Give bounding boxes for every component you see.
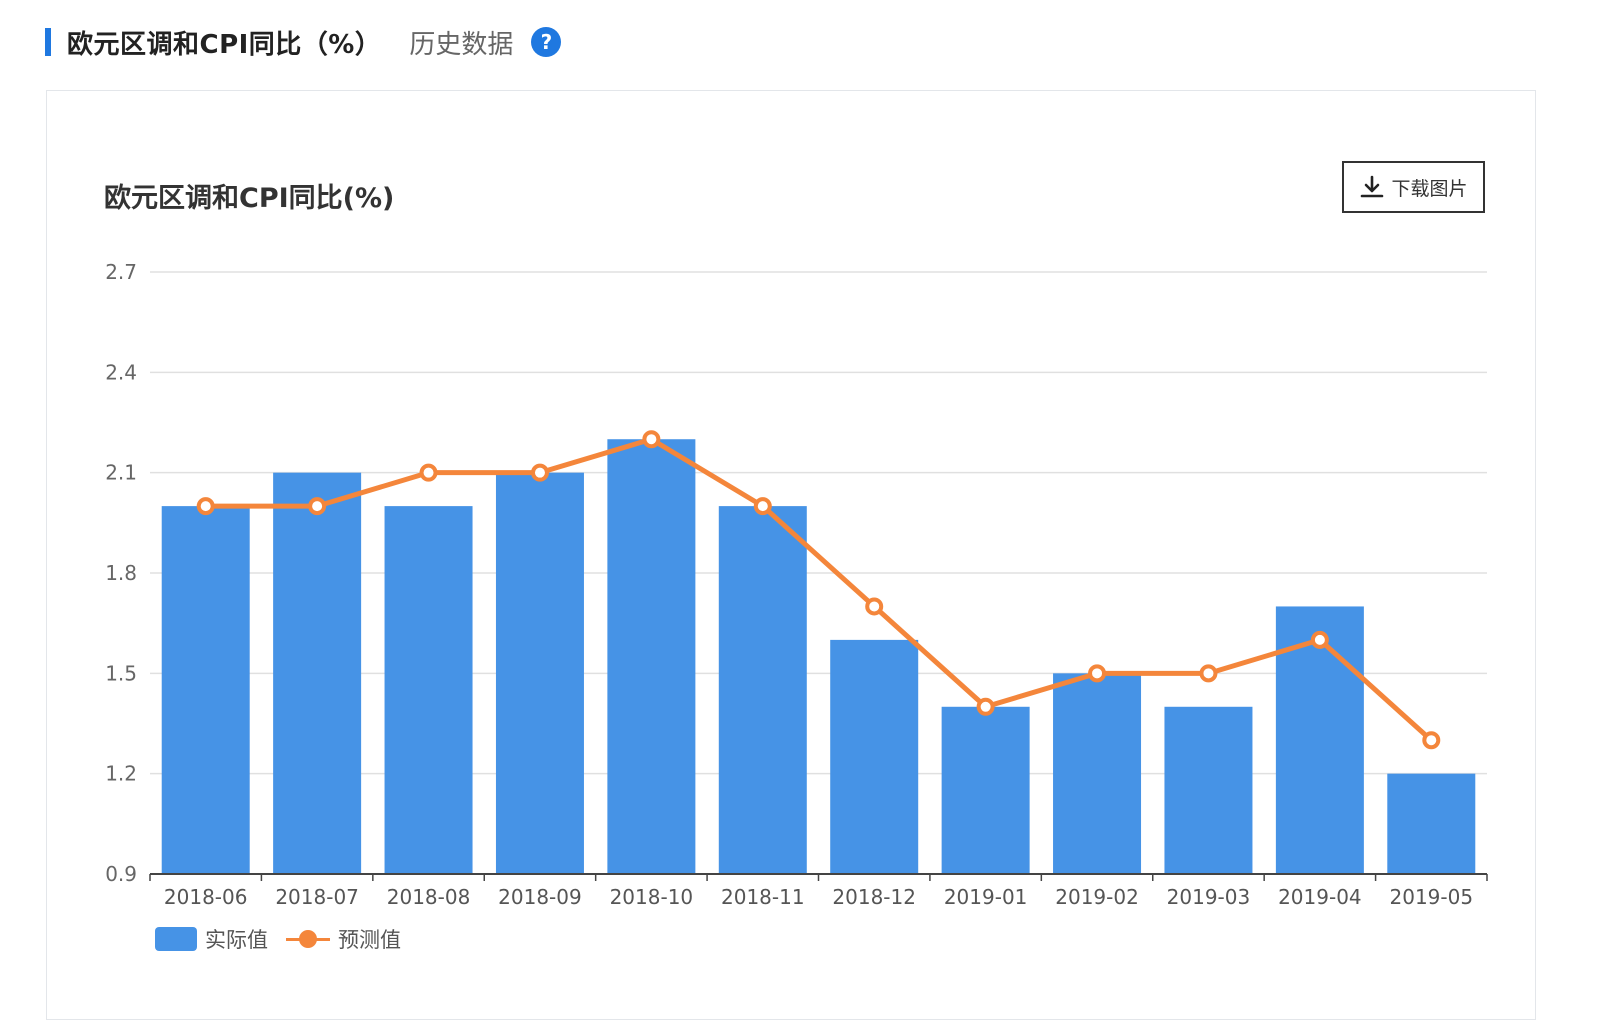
x-tick-label: 2019-01 xyxy=(944,885,1028,909)
legend-bar-swatch xyxy=(155,927,197,951)
forecast-point-2018-08 xyxy=(419,463,438,482)
x-tick-label: 2018-09 xyxy=(498,885,582,909)
legend-item-actual[interactable]: 实际值 xyxy=(155,924,268,954)
bar-2019-03 xyxy=(1164,706,1253,874)
y-tick-label: 2.7 xyxy=(105,260,137,284)
forecast-point-2019-03 xyxy=(1199,664,1218,683)
forecast-line xyxy=(205,436,1433,743)
legend-label-actual: 实际值 xyxy=(205,928,268,952)
x-tick-label: 2019-02 xyxy=(1055,885,1139,909)
bar-2018-10 xyxy=(607,439,696,874)
question-circle-icon[interactable]: ? xyxy=(531,27,562,57)
legend-line-swatch xyxy=(286,927,330,951)
x-tick-label: 2018-12 xyxy=(832,885,916,909)
bar-2018-07 xyxy=(273,472,362,874)
bar-2019-05 xyxy=(1387,773,1476,874)
legend-item-forecast[interactable]: 预测值 xyxy=(286,924,401,954)
bar-2018-11 xyxy=(718,506,807,874)
forecast-point-2018-09 xyxy=(530,463,549,482)
forecast-point-2019-01 xyxy=(976,697,995,716)
y-tick-label: 1.2 xyxy=(105,762,137,786)
x-tick-label: 2018-10 xyxy=(610,885,694,909)
y-tick-label: 2.4 xyxy=(105,360,137,384)
x-tick-label: 2018-11 xyxy=(721,885,805,909)
bar-2019-01 xyxy=(941,706,1030,874)
forecast-point-2018-10 xyxy=(642,430,661,449)
forecast-point-2019-04 xyxy=(1310,630,1329,649)
bar-2018-09 xyxy=(495,472,584,874)
y-tick-label: 1.8 xyxy=(105,561,137,585)
y-tick-label: 2.1 xyxy=(105,461,137,485)
section-header: 欧元区调和CPI同比（%） 历史数据 ? xyxy=(45,22,562,62)
bar-2018-08 xyxy=(384,506,473,874)
x-tick-label: 2019-03 xyxy=(1167,885,1251,909)
forecast-point-2018-11 xyxy=(753,497,772,516)
page-title: 欧元区调和CPI同比（%） xyxy=(67,29,382,60)
y-tick-label: 1.5 xyxy=(105,661,137,685)
bar-2019-02 xyxy=(1053,673,1142,874)
legend-label-forecast: 预测值 xyxy=(338,928,401,952)
forecast-point-2018-06 xyxy=(196,497,215,516)
download-label: 下载图片 xyxy=(1391,177,1468,200)
forecast-point-2019-02 xyxy=(1088,664,1107,683)
x-tick-label: 2018-06 xyxy=(164,885,248,909)
chart-legend: 实际值 预测值 xyxy=(155,924,419,954)
x-tick-label: 2019-04 xyxy=(1278,885,1362,909)
download-image-button[interactable]: 下载图片 xyxy=(1342,161,1485,213)
y-tick-label: 0.9 xyxy=(105,862,137,886)
bar-2018-12 xyxy=(830,639,919,874)
header-accent-bar xyxy=(45,28,51,56)
bar-2018-06 xyxy=(161,506,250,874)
forecast-point-2019-05 xyxy=(1422,731,1441,750)
x-tick-label: 2018-08 xyxy=(387,885,471,909)
forecast-point-2018-07 xyxy=(308,497,327,516)
x-tick-label: 2019-05 xyxy=(1390,885,1474,909)
x-tick-label: 2018-07 xyxy=(275,885,359,909)
history-data-link[interactable]: 历史数据 xyxy=(409,29,514,60)
download-icon xyxy=(1361,175,1384,198)
forecast-point-2018-12 xyxy=(865,597,884,616)
chart-title: 欧元区调和CPI同比(%) xyxy=(104,183,395,214)
